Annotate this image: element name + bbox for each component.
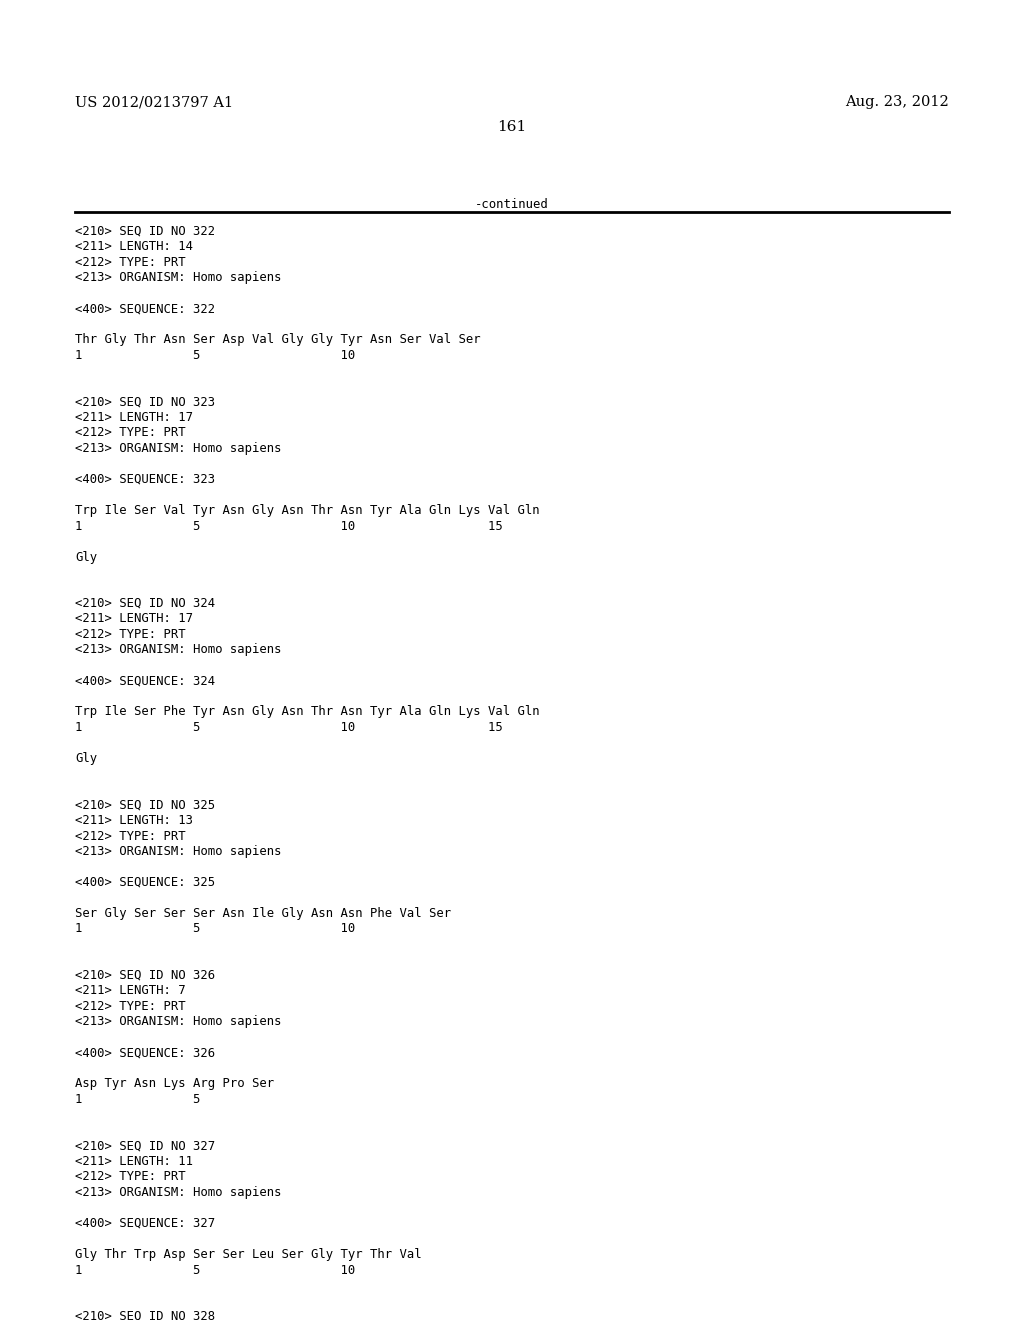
Text: <211> LENGTH: 7: <211> LENGTH: 7: [75, 985, 185, 998]
Text: <211> LENGTH: 11: <211> LENGTH: 11: [75, 1155, 193, 1168]
Text: <211> LENGTH: 13: <211> LENGTH: 13: [75, 814, 193, 828]
Text: <210> SEQ ID NO 327: <210> SEQ ID NO 327: [75, 1139, 215, 1152]
Text: Asp Tyr Asn Lys Arg Pro Ser: Asp Tyr Asn Lys Arg Pro Ser: [75, 1077, 274, 1090]
Text: <210> SEQ ID NO 323: <210> SEQ ID NO 323: [75, 396, 215, 408]
Text: 161: 161: [498, 120, 526, 135]
Text: <400> SEQUENCE: 327: <400> SEQUENCE: 327: [75, 1217, 215, 1230]
Text: <400> SEQUENCE: 323: <400> SEQUENCE: 323: [75, 473, 215, 486]
Text: 1               5                   10: 1 5 10: [75, 348, 355, 362]
Text: 1               5                   10                  15: 1 5 10 15: [75, 721, 503, 734]
Text: <210> SEQ ID NO 328: <210> SEQ ID NO 328: [75, 1309, 215, 1320]
Text: Trp Ile Ser Val Tyr Asn Gly Asn Thr Asn Tyr Ala Gln Lys Val Gln: Trp Ile Ser Val Tyr Asn Gly Asn Thr Asn …: [75, 504, 540, 517]
Text: Gly: Gly: [75, 752, 97, 766]
Text: <400> SEQUENCE: 326: <400> SEQUENCE: 326: [75, 1047, 215, 1060]
Text: <212> TYPE: PRT: <212> TYPE: PRT: [75, 829, 185, 842]
Text: <213> ORGANISM: Homo sapiens: <213> ORGANISM: Homo sapiens: [75, 1185, 282, 1199]
Text: <210> SEQ ID NO 326: <210> SEQ ID NO 326: [75, 969, 215, 982]
Text: <210> SEQ ID NO 325: <210> SEQ ID NO 325: [75, 799, 215, 812]
Text: US 2012/0213797 A1: US 2012/0213797 A1: [75, 95, 233, 110]
Text: <400> SEQUENCE: 324: <400> SEQUENCE: 324: [75, 675, 215, 688]
Text: <213> ORGANISM: Homo sapiens: <213> ORGANISM: Homo sapiens: [75, 845, 282, 858]
Text: 1               5                   10                  15: 1 5 10 15: [75, 520, 503, 532]
Text: <212> TYPE: PRT: <212> TYPE: PRT: [75, 1001, 185, 1012]
Text: 1               5: 1 5: [75, 1093, 201, 1106]
Text: <213> ORGANISM: Homo sapiens: <213> ORGANISM: Homo sapiens: [75, 1015, 282, 1028]
Text: <212> TYPE: PRT: <212> TYPE: PRT: [75, 256, 185, 269]
Text: Gly Thr Trp Asp Ser Ser Leu Ser Gly Tyr Thr Val: Gly Thr Trp Asp Ser Ser Leu Ser Gly Tyr …: [75, 1247, 422, 1261]
Text: Trp Ile Ser Phe Tyr Asn Gly Asn Thr Asn Tyr Ala Gln Lys Val Gln: Trp Ile Ser Phe Tyr Asn Gly Asn Thr Asn …: [75, 705, 540, 718]
Text: <212> TYPE: PRT: <212> TYPE: PRT: [75, 1171, 185, 1184]
Text: Ser Gly Ser Ser Ser Asn Ile Gly Asn Asn Phe Val Ser: Ser Gly Ser Ser Ser Asn Ile Gly Asn Asn …: [75, 907, 452, 920]
Text: <210> SEQ ID NO 322: <210> SEQ ID NO 322: [75, 224, 215, 238]
Text: <400> SEQUENCE: 322: <400> SEQUENCE: 322: [75, 302, 215, 315]
Text: <212> TYPE: PRT: <212> TYPE: PRT: [75, 426, 185, 440]
Text: Aug. 23, 2012: Aug. 23, 2012: [845, 95, 949, 110]
Text: 1               5                   10: 1 5 10: [75, 923, 355, 936]
Text: <400> SEQUENCE: 325: <400> SEQUENCE: 325: [75, 876, 215, 888]
Text: <213> ORGANISM: Homo sapiens: <213> ORGANISM: Homo sapiens: [75, 644, 282, 656]
Text: <212> TYPE: PRT: <212> TYPE: PRT: [75, 628, 185, 642]
Text: <211> LENGTH: 17: <211> LENGTH: 17: [75, 612, 193, 626]
Text: <211> LENGTH: 17: <211> LENGTH: 17: [75, 411, 193, 424]
Text: <213> ORGANISM: Homo sapiens: <213> ORGANISM: Homo sapiens: [75, 272, 282, 285]
Text: Gly: Gly: [75, 550, 97, 564]
Text: 1               5                   10: 1 5 10: [75, 1263, 355, 1276]
Text: Thr Gly Thr Asn Ser Asp Val Gly Gly Tyr Asn Ser Val Ser: Thr Gly Thr Asn Ser Asp Val Gly Gly Tyr …: [75, 334, 480, 346]
Text: <211> LENGTH: 14: <211> LENGTH: 14: [75, 240, 193, 253]
Text: -continued: -continued: [475, 198, 549, 211]
Text: <210> SEQ ID NO 324: <210> SEQ ID NO 324: [75, 597, 215, 610]
Text: <213> ORGANISM: Homo sapiens: <213> ORGANISM: Homo sapiens: [75, 442, 282, 455]
